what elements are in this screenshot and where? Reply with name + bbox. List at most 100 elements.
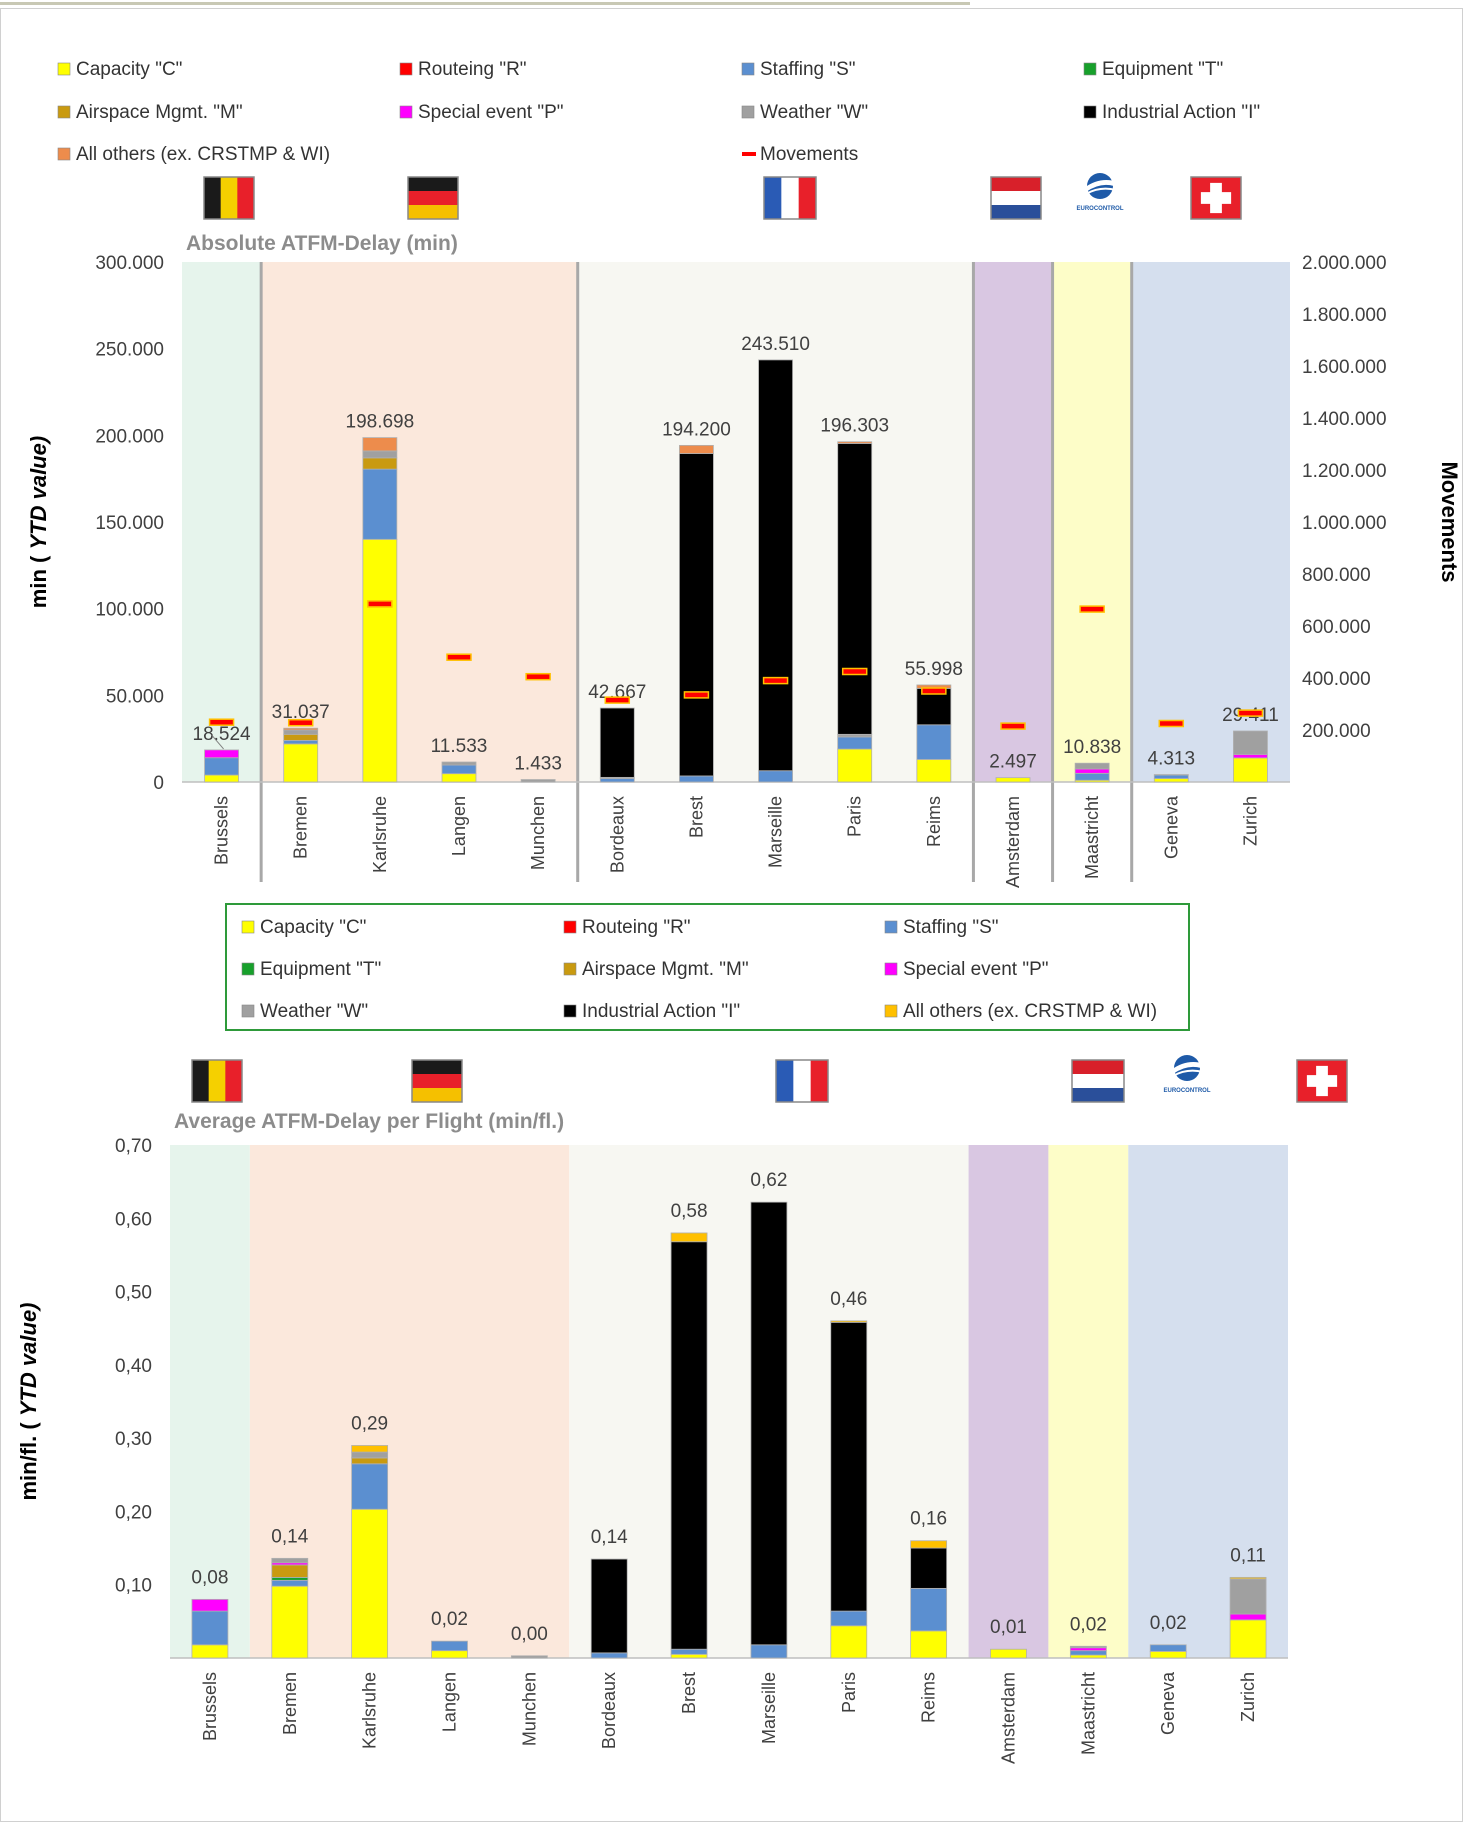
top-legend-item: Capacity "C": [57, 59, 182, 80]
bar-segment-capacity: [1153, 778, 1189, 783]
bar-total-label: 31.037: [272, 702, 330, 723]
legend-swatch: [563, 962, 577, 976]
bar-stack-langen: [441, 761, 477, 783]
bar-segment-others: [670, 1232, 708, 1243]
movements-marker: [762, 676, 789, 685]
bar-segment-industrial: [599, 707, 635, 778]
bar-segment-capacity: [351, 1508, 389, 1659]
y-tick-label: 0: [153, 773, 164, 794]
bar-stack-zurich: [1233, 730, 1268, 783]
flag-border: [191, 1059, 243, 1103]
x-tick-label: Paris: [839, 1672, 859, 1713]
bar-segment-staffing: [362, 468, 398, 540]
bar-segment-weather: [1153, 774, 1189, 776]
top-legend-item: Equipment "T": [1083, 59, 1223, 80]
flag-border: [411, 1059, 463, 1103]
y-tick-label: 0,40: [115, 1356, 152, 1377]
label-leader-line: [211, 734, 224, 750]
x-tick-label: Karlsruhe: [370, 796, 390, 873]
page-frame: [0, 8, 1463, 1822]
bar-segment-special: [191, 1598, 229, 1612]
bar-segment-staffing: [1153, 774, 1189, 779]
x-tick-label: Geneva: [1158, 1671, 1178, 1735]
y2-tick-label: 1.400.000: [1302, 409, 1387, 430]
flag-stripe: [412, 1088, 462, 1103]
bar-stack-marseille: [758, 359, 793, 783]
flag-border: [775, 1059, 829, 1103]
movements-marker: [604, 696, 631, 704]
bar-total-label: 0,01: [990, 1617, 1027, 1638]
chart-title: Absolute ATFM-Delay (min): [186, 232, 458, 255]
flag-stripe: [781, 177, 800, 219]
flag-stripe: [991, 205, 1041, 220]
bar-segment-others: [830, 1320, 868, 1323]
bar-stack-brest: [679, 444, 714, 783]
bar-segment-others: [351, 1445, 389, 1453]
chart-title: Average ATFM-Delay per Flight (min/fl.): [174, 1110, 564, 1133]
bar-total-label: 0,46: [830, 1289, 867, 1310]
bar-segment-staffing: [191, 1610, 229, 1646]
bar-segment-capacity: [995, 777, 1031, 783]
legend-swatch: [884, 962, 898, 976]
logo-swoosh: [1084, 180, 1118, 192]
legend-swatch: [241, 920, 255, 934]
bar-segment-weather: [362, 450, 398, 459]
bar-segment-staffing: [590, 1652, 628, 1659]
x-tick-label: Brussels: [212, 796, 232, 865]
bar-segment-weather: [510, 1655, 548, 1659]
bottom-legend-item: Industrial Action "I": [563, 1001, 740, 1022]
flag-stripe: [220, 177, 238, 219]
flag-stripe: [408, 177, 458, 192]
bar-segment-industrial: [837, 443, 873, 735]
bar-total-label: 0,16: [910, 1509, 947, 1530]
bar-total-label: 0,02: [1070, 1614, 1107, 1635]
movements-marker: [1079, 605, 1105, 613]
bar-segment-capacity: [916, 759, 952, 783]
x-tick-label: Bordeaux: [599, 1672, 619, 1749]
y-tick-label: 300.000: [95, 253, 164, 274]
y-axis-label: min ( YTD value): [26, 436, 51, 608]
logo-swoosh: [1085, 187, 1117, 195]
flag-stripe: [208, 1060, 226, 1102]
bar-segment-staffing: [431, 1640, 468, 1652]
flag-stripe: [237, 177, 255, 219]
bar-stack-amsterdam: [990, 1648, 1027, 1659]
bottom-legend-item: Airspace Mgmt. "M": [563, 959, 749, 980]
legend-swatch: [241, 1004, 255, 1018]
flag-stripe: [412, 1074, 462, 1089]
bar-segment-staffing: [283, 740, 319, 745]
y-tick-label: 0,20: [115, 1502, 152, 1523]
legend-label: Weather "W": [260, 1001, 368, 1022]
bar-stack-bremen: [271, 1557, 309, 1659]
x-tick-label: Munchen: [519, 1672, 539, 1746]
flag-germany-icon: [407, 176, 459, 220]
legend-label: All others (ex. CRSTMP & WI): [76, 144, 330, 165]
bar-segment-weather: [520, 779, 556, 783]
bar-total-label: 0,08: [191, 1567, 228, 1588]
bar-segment-staffing: [758, 770, 793, 783]
bar-segment-equipment: [271, 1576, 309, 1581]
bottom-legend-item: All others (ex. CRSTMP & WI): [884, 1001, 1157, 1022]
bar-stack-geneva: [1153, 774, 1189, 783]
bar-segment-weather: [441, 761, 477, 766]
bar-segment-staffing: [204, 757, 239, 776]
bar-stack-brussels: [191, 1598, 229, 1659]
bar-segment-staffing: [837, 736, 873, 750]
bar-total-label: 198.698: [346, 412, 415, 433]
x-tick-label: Marseille: [766, 796, 786, 868]
bar-segment-weather: [1229, 1578, 1267, 1615]
group-background-germany: [261, 262, 578, 782]
bar-segment-airspace: [283, 733, 319, 741]
bar-segment-weather: [271, 1557, 309, 1564]
movements-marker: [841, 667, 868, 676]
y2-axis-label: Movements: [1437, 461, 1462, 582]
flag-stripe: [204, 177, 222, 219]
movements-marker: [683, 691, 710, 699]
bar-segment-industrial: [679, 453, 714, 777]
bar-segment-industrial: [830, 1321, 868, 1612]
legend-label: Equipment "T": [260, 959, 381, 980]
legend-swatch: [57, 105, 71, 119]
bar-segment-capacity: [1229, 1619, 1267, 1659]
bar-segment-special: [1074, 768, 1110, 774]
legend-swatch: [1083, 105, 1097, 119]
